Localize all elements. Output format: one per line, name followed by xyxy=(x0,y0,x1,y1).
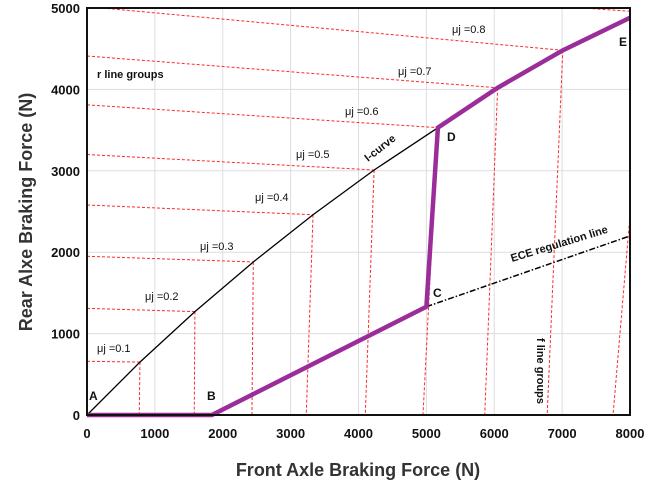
mu-label: μj =0.7 xyxy=(398,66,432,78)
mu-label: μj =0.2 xyxy=(145,291,179,303)
r-line xyxy=(86,360,140,363)
ece-line-label: ECE regulation line xyxy=(509,224,609,265)
y-tick-label: 0 xyxy=(73,408,80,423)
f-line xyxy=(484,87,499,416)
x-tick-label: 5000 xyxy=(412,426,441,441)
r-line xyxy=(86,104,438,129)
r-line-group xyxy=(86,7,631,363)
x-tick-label: 6000 xyxy=(480,426,509,441)
f-line xyxy=(364,169,375,416)
mu-label: μj =0.1 xyxy=(97,343,131,355)
grid xyxy=(86,7,631,416)
f-line-groups-label: f line groups xyxy=(534,338,546,404)
ece-regulation-line xyxy=(426,235,631,308)
point-label: B xyxy=(207,389,216,403)
mu-label: μj =0.8 xyxy=(452,24,486,36)
f-line xyxy=(251,261,254,416)
mu-label: μj =0.3 xyxy=(200,241,234,253)
r-line xyxy=(86,154,375,171)
r-line xyxy=(86,255,254,263)
point-label: E xyxy=(619,35,627,49)
mu-label: μj =0.5 xyxy=(296,149,330,161)
f-line-group xyxy=(138,50,631,416)
y-tick-label: 1000 xyxy=(51,327,80,342)
y-tick-label: 3000 xyxy=(51,164,80,179)
x-tick-label: 1000 xyxy=(140,426,169,441)
r-line xyxy=(86,307,195,313)
f-line xyxy=(193,311,196,416)
x-tick-label: 7000 xyxy=(548,426,577,441)
point-label: A xyxy=(89,389,98,403)
x-tick-label: 0 xyxy=(83,426,90,441)
y-tick-label: 5000 xyxy=(51,1,80,16)
plot-frame xyxy=(86,7,631,416)
r-line xyxy=(86,204,314,216)
mu-label: μj =0.6 xyxy=(345,106,379,118)
x-tick-label: 3000 xyxy=(276,426,305,441)
f-line xyxy=(138,362,141,416)
x-tick-label: 4000 xyxy=(344,426,373,441)
point-label: D xyxy=(447,130,456,144)
i-curve-label: I-curve xyxy=(362,133,398,165)
x-tick-label: 2000 xyxy=(208,426,237,441)
x-tick-label: 8000 xyxy=(616,426,645,441)
i-curve-line xyxy=(86,127,439,416)
y-axis-label: Rear Alxe Braking Force (N) xyxy=(16,93,36,331)
x-axis-label: Front Axle Braking Force (N) xyxy=(236,460,480,480)
r-line xyxy=(86,55,498,89)
axis-ticks: 0 1000 2000 3000 4000 5000 6000 7000 8000 0 1000 20… xyxy=(51,1,644,441)
r-line xyxy=(101,7,563,51)
y-tick-label: 4000 xyxy=(51,82,80,97)
r-line-groups-label: r line groups xyxy=(97,69,164,81)
f-line xyxy=(305,214,314,416)
mu-label: μj =0.4 xyxy=(255,192,289,204)
f-line xyxy=(546,50,564,416)
f-line xyxy=(612,215,631,416)
point-label: C xyxy=(433,286,442,300)
y-tick-label: 2000 xyxy=(51,245,80,260)
